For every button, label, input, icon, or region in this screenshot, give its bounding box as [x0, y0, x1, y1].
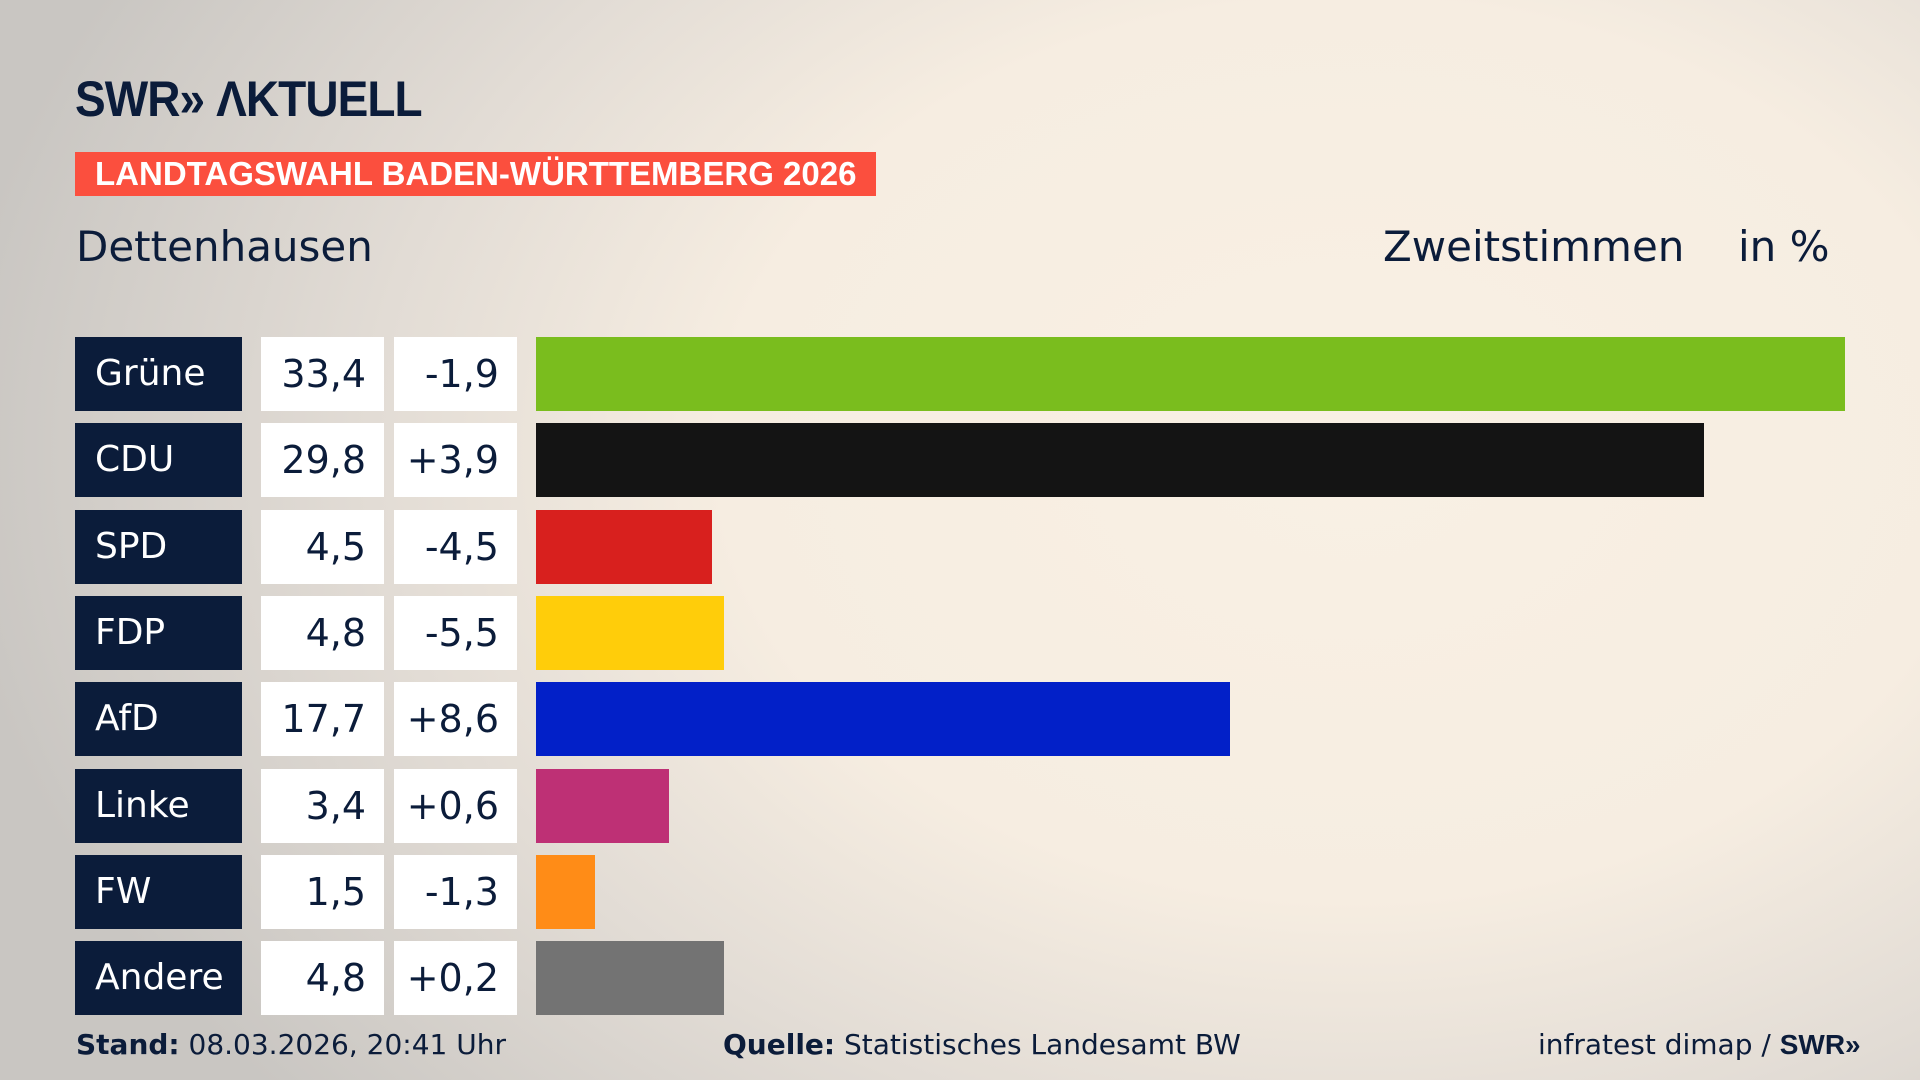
diff-label: -5,5 [394, 595, 517, 670]
result-row: Andere 4,8 +0,2 [0, 941, 1920, 1016]
bar-afd [536, 682, 1230, 757]
result-row: SPD 4,5 -4,5 [0, 509, 1920, 584]
result-row: FW 1,5 -1,3 [0, 854, 1920, 929]
swr-logo: SWR» [1779, 1029, 1861, 1060]
party-label: AfD [75, 682, 242, 757]
diff-label: +0,6 [394, 768, 517, 843]
diff-label: -1,9 [394, 337, 517, 411]
bar-cdu [536, 423, 1704, 498]
bar-fw [536, 854, 595, 929]
stand: Stand: 08.03.2026, 20:41 Uhr [76, 1028, 506, 1061]
party-label: FDP [75, 595, 242, 670]
result-row: AfD 17,7 +8,6 [0, 682, 1920, 757]
stand-label: Stand: [76, 1028, 180, 1061]
unit-label: in % [1738, 222, 1830, 271]
election-banner: LANDTAGSWAHL BADEN-WÜRTTEMBERG 2026 [75, 152, 877, 196]
result-row: FDP 4,8 -5,5 [0, 595, 1920, 670]
source-value: Statistisches Landesamt BW [835, 1028, 1241, 1061]
vote-type-label: Zweitstimmen [1383, 222, 1685, 271]
party-label: CDU [75, 423, 242, 498]
bar-grüne [536, 337, 1845, 411]
place-title: Dettenhausen [76, 222, 373, 271]
result-row: Grüne 33,4 -1,9 [0, 337, 1920, 411]
diff-label: +3,9 [394, 423, 517, 498]
result-row: CDU 29,8 +3,9 [0, 423, 1920, 498]
diff-label: +0,2 [394, 941, 517, 1016]
party-label: FW [75, 854, 242, 929]
party-label: SPD [75, 509, 242, 584]
party-label: Grüne [75, 337, 242, 411]
swr-aktuell-logo: SWR» ΛKTUELL [75, 71, 423, 127]
stand-value: 08.03.2026, 20:41 Uhr [179, 1028, 506, 1061]
bar-andere [536, 941, 725, 1016]
party-label: Andere [75, 941, 242, 1016]
value-label: 4,8 [261, 595, 384, 670]
result-row: Linke 3,4 +0,6 [0, 768, 1920, 843]
diff-label: +8,6 [394, 682, 517, 757]
bar-fdp [536, 595, 725, 670]
bar-linke [536, 768, 670, 843]
value-label: 4,5 [261, 509, 384, 584]
diff-label: -4,5 [394, 509, 517, 584]
source: Quelle: Statistisches Landesamt BW [723, 1028, 1241, 1061]
value-label: 1,5 [261, 854, 384, 929]
value-label: 4,8 [261, 941, 384, 1016]
value-label: 17,7 [261, 682, 384, 757]
value-label: 33,4 [261, 337, 384, 411]
diff-label: -1,3 [394, 854, 517, 929]
source-label: Quelle: [723, 1028, 836, 1061]
value-label: 3,4 [261, 768, 384, 843]
value-label: 29,8 [261, 423, 384, 498]
party-label: Linke [75, 768, 242, 843]
bar-spd [536, 509, 713, 584]
credit-text: infratest dimap / [1538, 1028, 1780, 1061]
credit: infratest dimap / SWR» [1538, 1028, 1861, 1061]
